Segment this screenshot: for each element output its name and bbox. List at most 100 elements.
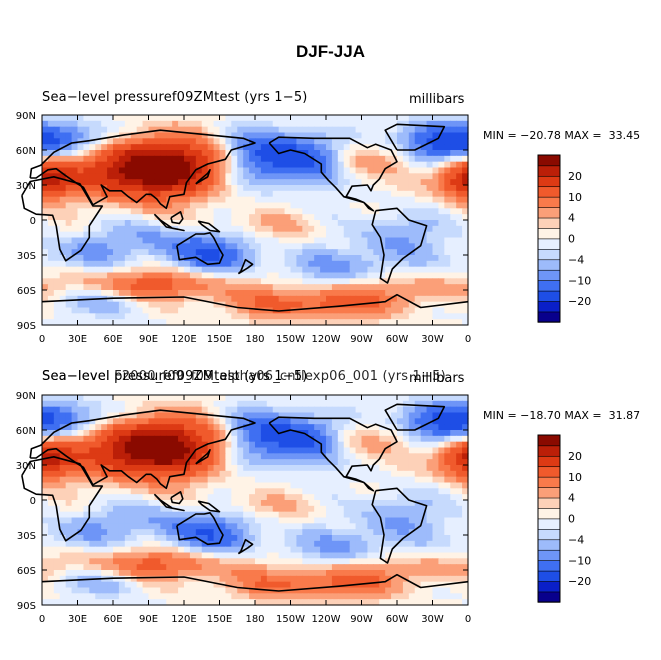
heatmap-cell [213,459,221,466]
heatmap-cell [385,535,392,542]
heatmap-cell [130,179,138,186]
heatmap-cell [231,260,238,268]
heatmap-cell [343,395,351,402]
heatmap-cell [107,470,114,478]
heatmap-cell [107,400,114,408]
heatmap-cell [101,196,108,204]
heatmap-cell [237,459,244,466]
heatmap-cell [184,476,191,484]
x-tick-label: 0 [39,334,45,345]
heatmap-cell [136,225,144,233]
heatmap-cell [343,570,351,577]
heatmap-cell [189,476,197,484]
heatmap-cell [142,220,150,227]
heatmap-cell [118,220,126,227]
heatmap-cell [249,535,256,542]
heatmap-cell [65,196,73,204]
heatmap-cell [77,167,85,174]
heatmap-cell [278,505,286,513]
heatmap-cell [408,453,416,460]
heatmap-cell [219,406,227,414]
heatmap-cell [314,570,321,577]
heatmap-cell [385,319,392,326]
heatmap-cell [148,540,156,548]
heatmap-cell [361,266,369,274]
heatmap-cell [290,570,298,577]
heatmap-cell [302,243,309,250]
heatmap-cell [290,249,298,256]
heatmap-cell [53,185,61,192]
heatmap-cell [266,295,274,303]
heatmap-cell [355,161,363,169]
heatmap-cell [178,412,185,419]
heatmap-cell [59,115,67,122]
heatmap-cell [373,465,380,472]
heatmap-cell [397,505,404,513]
heatmap-cell [83,284,90,291]
heatmap-cell [408,138,416,145]
heatmap-cell [397,558,404,565]
heatmap-cell [278,546,286,554]
heatmap-cell [65,447,73,454]
heatmap-cell [402,255,410,262]
heatmap-cell [113,558,120,565]
heatmap-cell [249,231,256,239]
heatmap-cell [42,202,49,209]
colorbar-swatch [537,248,561,261]
heatmap-cell [367,290,374,297]
heatmap-cell [148,150,156,157]
heatmap-cell [343,447,351,454]
colorbar-swatch [537,238,561,250]
heatmap-cell [101,208,108,215]
heatmap-cell [249,237,256,244]
heatmap-cell [450,208,457,215]
y-tick-label: 60S [17,286,36,297]
heatmap-cell [107,208,114,215]
heatmap-cell [266,575,274,583]
heatmap-cell [391,529,398,536]
heatmap-cell [249,424,256,431]
heatmap-cell [184,482,191,489]
heatmap-cell [402,132,410,139]
heatmap-cell [243,395,250,402]
heatmap-cell [124,266,132,274]
heatmap-cell [432,115,440,122]
heatmap-cell [432,558,440,565]
heatmap-cell [349,430,357,437]
heatmap-cell [148,453,156,460]
heatmap-cell [337,453,345,460]
heatmap-cell [326,564,333,571]
heatmap-cell [195,255,203,262]
heatmap-cell [314,179,321,186]
heatmap-cell [225,575,232,583]
heatmap-cell [397,173,404,180]
heatmap-cell [326,517,333,524]
heatmap-cell [266,231,274,239]
heatmap-cell [160,465,167,472]
heatmap-cell [326,272,333,279]
heatmap-cell [136,161,144,169]
heatmap-cell [249,126,256,134]
heatmap-cell [290,511,298,519]
heatmap-cell [207,155,215,163]
heatmap-cell [402,470,410,478]
heatmap-cell [414,470,422,478]
heatmap-cell [337,161,345,169]
heatmap-cell [113,266,120,274]
heatmap-cell [314,295,321,303]
heatmap-cell [166,540,173,548]
heatmap-cell [184,260,191,268]
heatmap-cell [272,523,280,530]
heatmap-cell [308,476,315,484]
heatmap-cell [249,301,256,309]
heatmap-cell [331,424,339,431]
heatmap-cell [201,144,209,151]
heatmap-cell [408,301,416,309]
heatmap-cell [385,231,392,239]
heatmap-cell [184,470,191,478]
heatmap-cell [113,488,120,495]
heatmap-cell [77,144,85,151]
heatmap-cell [42,225,49,233]
heatmap-cell [302,284,309,291]
heatmap-cell [296,441,303,449]
